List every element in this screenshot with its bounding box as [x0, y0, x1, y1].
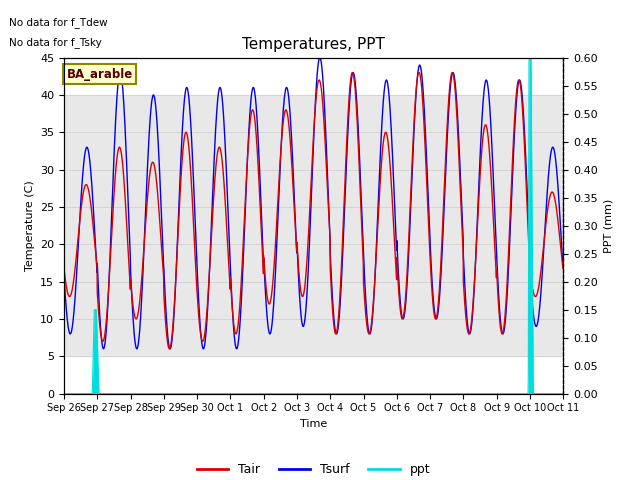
Text: No data for f_Tdew: No data for f_Tdew: [9, 17, 108, 28]
Title: Temperatures, PPT: Temperatures, PPT: [242, 37, 385, 52]
Legend: Tair, Tsurf, ppt: Tair, Tsurf, ppt: [192, 458, 435, 480]
Y-axis label: Temperature (C): Temperature (C): [24, 180, 35, 271]
Bar: [64, 95, 563, 356]
Text: BA_arable: BA_arable: [67, 68, 132, 81]
Text: No data for f_Tsky: No data for f_Tsky: [9, 37, 102, 48]
Y-axis label: PPT (mm): PPT (mm): [604, 198, 613, 253]
X-axis label: Time: Time: [300, 419, 327, 429]
